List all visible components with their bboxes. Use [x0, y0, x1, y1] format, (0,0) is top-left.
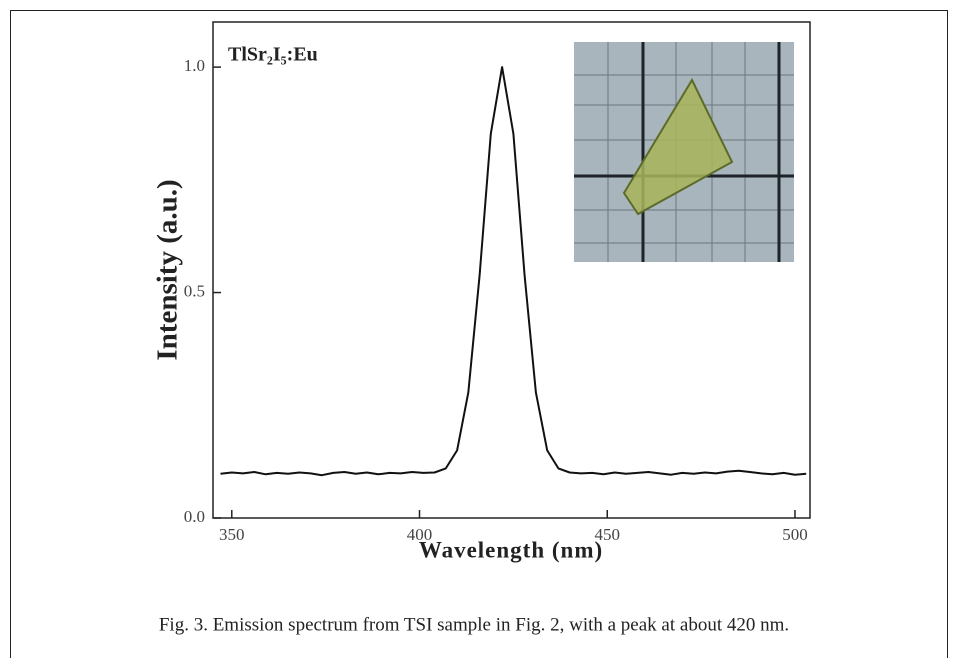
x-tick-label: 450: [594, 525, 620, 544]
y-axis-title: Intensity (a.u.): [152, 179, 184, 360]
x-axis-title: Wavelength (nm): [419, 537, 603, 562]
x-tick-label: 500: [782, 525, 808, 544]
y-tick-label: 1.0: [184, 56, 205, 75]
y-tick-label: 0.0: [184, 507, 205, 526]
x-tick-label: 400: [407, 525, 433, 544]
annotation: TlSr₂I₅:Eu: [228, 44, 318, 66]
inset-photo: [574, 42, 794, 262]
spectrum-line: [220, 66, 807, 477]
y-tick-label: 0.5: [184, 281, 205, 300]
x-tick-label: 350: [219, 525, 245, 544]
plot-frame: [212, 21, 811, 519]
figure-border: [10, 10, 948, 658]
caption: Fig. 3. Emission spectrum from TSI sampl…: [159, 614, 789, 635]
